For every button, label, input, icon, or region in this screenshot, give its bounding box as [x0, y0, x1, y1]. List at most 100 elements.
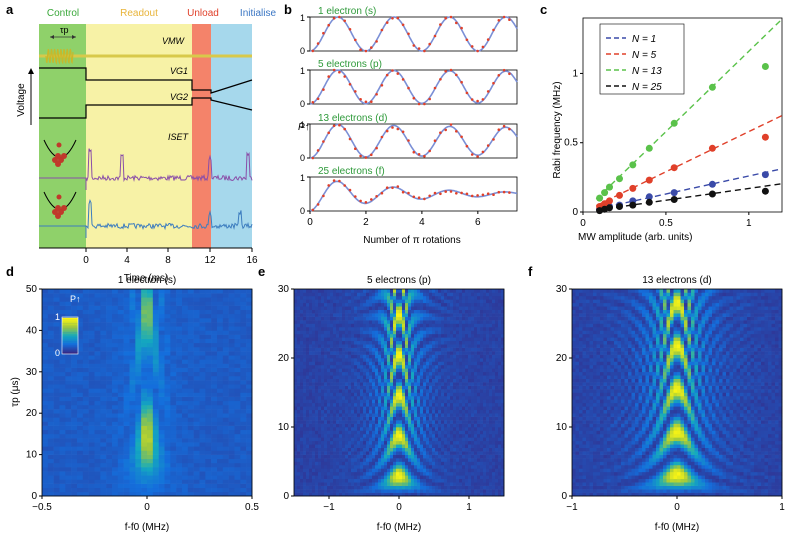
heatmap-cell [71, 380, 78, 385]
heatmap-cell [318, 378, 322, 383]
heatmap-cell [94, 330, 101, 335]
heatmap-cell [117, 289, 124, 294]
heatmap-cell [228, 442, 235, 447]
heatmap-cell [158, 367, 165, 373]
heatmap-cell [321, 464, 325, 469]
panel-b-data-point [433, 34, 437, 38]
heatmap-cell [444, 389, 448, 393]
heatmap-cell [339, 433, 343, 438]
heatmap-cell [420, 489, 424, 493]
heatmap-cell [59, 433, 66, 439]
heatmap-cell [164, 471, 171, 476]
heatmap-cell [77, 375, 84, 381]
heatmap-cell [306, 451, 310, 455]
heatmap-cell [330, 492, 334, 497]
heatmap-cell [441, 475, 445, 480]
heatmap-cell [88, 438, 95, 443]
heatmap-cell [402, 440, 406, 445]
heatmap-cell [315, 413, 319, 417]
heatmap-cell [444, 454, 448, 459]
heatmap-cell [106, 359, 113, 364]
heatmap-cell [492, 420, 496, 424]
heatmap-cell [240, 346, 247, 352]
heatmap-cell [360, 409, 364, 414]
heatmap-cell [477, 368, 481, 373]
panel-b-data-point [455, 192, 458, 195]
heatmap-cell [456, 440, 460, 445]
colorbar-cell [62, 339, 78, 342]
heatmap-cell [462, 423, 466, 428]
heatmap-cell [303, 364, 307, 369]
heatmap-cell [444, 464, 448, 469]
heatmap-cell [351, 492, 355, 497]
heatmap-cell [42, 425, 49, 431]
heatmap-cell [129, 322, 136, 327]
heatmap-cell [135, 491, 142, 497]
heatmap-cell [94, 384, 101, 389]
panel-b-series-title: 1 electron (s) [318, 6, 376, 17]
heatmap-cell [474, 358, 478, 362]
heatmap-cell [450, 358, 454, 362]
heatmap-cell [390, 420, 394, 424]
panel-b-data-point [348, 137, 352, 141]
heatmap-cell [477, 451, 481, 455]
heatmap-cell [324, 461, 328, 466]
heatmap-cell [47, 375, 54, 381]
heatmap-cell [378, 468, 382, 473]
heatmap-cell [135, 371, 142, 377]
heatmap-cell [77, 483, 84, 489]
heatmap-cell [303, 378, 307, 383]
heatmap-cell [135, 351, 142, 356]
heatmap-cell [88, 384, 95, 389]
heatmap-cell [486, 389, 490, 393]
heatmap-cell [336, 447, 340, 452]
heatmap-cell [468, 406, 472, 411]
heatmap-cell [342, 471, 346, 476]
heatmap-cell [297, 409, 301, 414]
heatmap-cell [441, 399, 445, 404]
heatmap-cell [420, 409, 424, 414]
panel-c-data-point [629, 184, 637, 192]
heatmap-cell [176, 367, 183, 373]
heatmap-cell [426, 368, 430, 373]
heatmap-cell [199, 442, 206, 447]
heatmap-cell [187, 392, 194, 397]
heatmap-cell [477, 454, 481, 459]
heatmap-cell [348, 454, 352, 459]
heatmap-cell [112, 433, 119, 439]
heatmap-cell [465, 385, 469, 390]
heatmap-cell [327, 382, 331, 386]
heatmap-cell [300, 354, 304, 359]
heatmap-cell [477, 402, 481, 407]
panel-b-data-point [455, 130, 458, 133]
heatmap-cell [438, 447, 442, 452]
heatmap-cell [330, 471, 334, 476]
heatmap-cell [123, 446, 130, 451]
heatmap-cell [141, 342, 148, 348]
heatmap-cell [405, 389, 409, 393]
heatmap-cell [228, 491, 235, 497]
heatmap-cell [106, 475, 113, 480]
heatmap-cell [423, 458, 427, 462]
heatmap-cell [65, 491, 72, 497]
heatmap-cell [357, 354, 361, 359]
heatmap-cell [399, 354, 403, 359]
heatmap-cell [393, 461, 397, 466]
heatmap-cell [495, 440, 499, 445]
heatmap-cell [372, 392, 376, 397]
heatmap-cell [303, 492, 307, 497]
heatmap-cell [176, 317, 183, 323]
heatmap-cell [441, 371, 445, 376]
heatmap-cell [94, 454, 101, 460]
heatmap-cell [456, 358, 460, 362]
heatmap-cell [348, 468, 352, 473]
heatmap-cell [228, 359, 235, 364]
heatmap-cell [47, 289, 54, 294]
heatmap-cell [450, 399, 454, 404]
heatmap-cell [471, 361, 475, 366]
heatmap-cell [53, 392, 60, 397]
heatmap-cell [82, 487, 89, 493]
heatmap-cell [327, 475, 331, 480]
heatmap-cell [441, 427, 445, 431]
heatmap-cell [312, 385, 316, 390]
